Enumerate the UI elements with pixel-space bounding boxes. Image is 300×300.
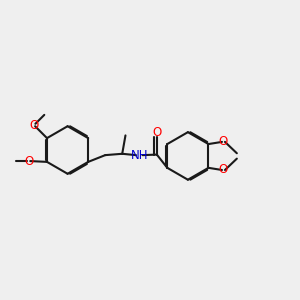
Text: O: O [152, 126, 161, 139]
Text: O: O [219, 164, 228, 176]
Text: O: O [29, 118, 39, 132]
Text: O: O [219, 135, 228, 148]
Text: NH: NH [130, 148, 148, 162]
Text: O: O [24, 154, 33, 168]
